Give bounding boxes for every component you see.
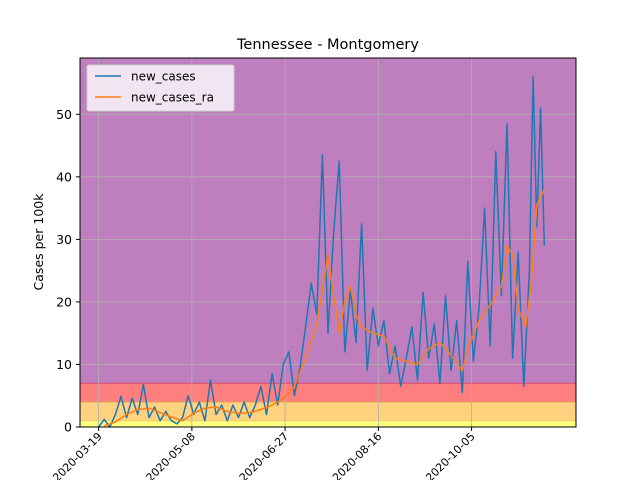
legend-label-new-cases: new_cases — [131, 70, 196, 84]
y-tick-label-5: 50 — [56, 107, 72, 122]
y-tick-label-1: 10 — [56, 357, 72, 372]
risk-band-1 — [80, 401, 576, 421]
risk-bands — [80, 58, 576, 427]
risk-band-2 — [80, 383, 576, 402]
legend: new_cases new_cases_ra — [86, 64, 235, 112]
x-tick-label-0: 2020-03-19 — [50, 430, 104, 480]
y-axis: 0 10 20 30 40 50 — [56, 107, 80, 435]
chart-title: Tennessee - Montgomery — [236, 37, 419, 53]
y-tick-label-3: 30 — [56, 232, 72, 247]
x-tick-label-2: 2020-06-27 — [237, 430, 291, 480]
legend-box — [86, 64, 235, 112]
x-tick-label-4: 2020-10-05 — [423, 430, 477, 480]
series-lines — [97, 76, 546, 427]
series-line-new-cases — [97, 76, 546, 427]
risk-band-0 — [80, 420, 576, 427]
x-tick-label-3: 2020-08-16 — [330, 430, 384, 480]
x-axis: 2020-03-19 2020-05-08 2020-06-27 2020-08-16… — [50, 427, 478, 484]
y-tick-label-4: 40 — [56, 169, 72, 184]
y-axis-label: Cases per 100k — [31, 193, 46, 291]
y-tick-label-0: 0 — [64, 420, 72, 435]
x-tick-label-1: 2020-05-08 — [144, 430, 198, 480]
plot-frame — [79, 57, 577, 428]
series-line-new-cases-ra — [103, 188, 545, 427]
legend-label-new-cases-ra: new_cases_ra — [131, 91, 214, 105]
y-tick-label-2: 20 — [56, 294, 72, 309]
